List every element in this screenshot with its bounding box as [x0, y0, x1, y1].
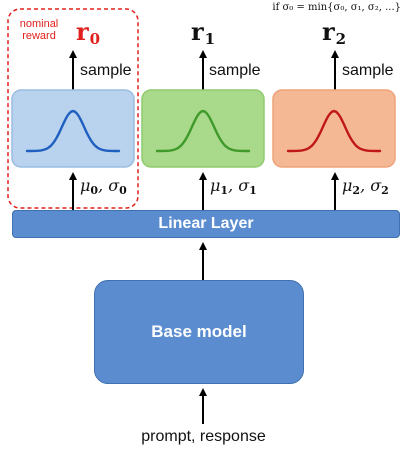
input-label: prompt, response: [141, 428, 266, 445]
condition-note: if σ₀ = min{σ₀, σ₁, σ₂, ...}: [272, 2, 401, 13]
base-model-block: Base model: [94, 280, 304, 384]
sample-label-0: sample: [80, 62, 132, 79]
gaussian-curve-1: [155, 109, 251, 153]
distribution-box-2: [272, 89, 396, 168]
distribution-box-1: [141, 89, 265, 168]
reward-label-2: r2: [322, 17, 347, 48]
reward-label-0: r0: [76, 17, 101, 48]
nominal-reward-label: nominal reward: [19, 18, 59, 42]
param-label-0: μ0, σ0: [80, 176, 127, 197]
sample-label-1: sample: [209, 62, 261, 79]
distribution-box-0: [11, 89, 135, 168]
linear-layer-block: Linear Layer: [12, 210, 400, 238]
param-label-1: μ1, σ1: [210, 176, 257, 197]
gaussian-curve-0: [25, 109, 121, 153]
param-label-2: μ2, σ2: [342, 176, 389, 197]
reward-label-1: r1: [191, 17, 216, 48]
gaussian-curve-2: [286, 109, 382, 153]
sample-label-2: sample: [342, 62, 394, 79]
